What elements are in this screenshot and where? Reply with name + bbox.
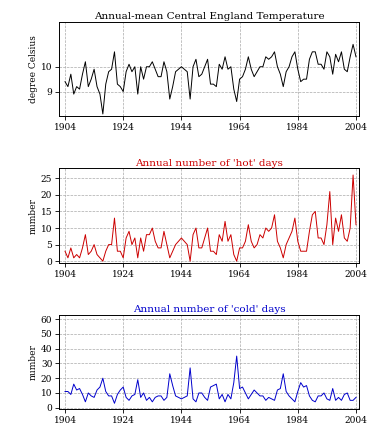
Title: Annual number of 'cold' days: Annual number of 'cold' days — [133, 305, 285, 314]
Title: Annual number of 'hot' days: Annual number of 'hot' days — [135, 158, 283, 168]
Y-axis label: number: number — [29, 344, 38, 380]
Title: Annual-mean Central England Temperature: Annual-mean Central England Temperature — [94, 12, 324, 21]
Y-axis label: number: number — [29, 198, 38, 234]
Y-axis label: degree Celsius: degree Celsius — [29, 35, 38, 103]
